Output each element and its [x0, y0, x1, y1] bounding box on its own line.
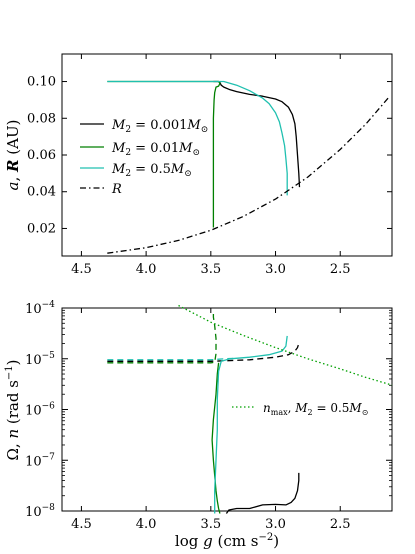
- bottom-x-tick-label: 3.0: [265, 517, 286, 532]
- top-y-ticks: 0.02 0.04 0.06 0.08 0.10: [27, 75, 392, 236]
- top-y-tick-label: 0.06: [27, 148, 56, 163]
- bottom-series-line-4: [214, 335, 288, 514]
- bottom-series-group: [107, 304, 393, 514]
- bottom-y-axis-label: Ω, n (rad s−1): [4, 359, 22, 460]
- bottom-y-tick-label: 10−8: [25, 503, 55, 520]
- legend-label-m001: M2 = 0.001M⊙: [111, 118, 208, 135]
- bottom-x-tick-label: 4.5: [71, 517, 92, 532]
- top-y-tick-label: 0.08: [27, 111, 56, 126]
- bottom-series-line-5: [107, 357, 237, 361]
- bottom-series-line-2: [211, 362, 221, 514]
- top-x-tick-label: 4.0: [136, 262, 157, 277]
- bottom-x-tick-label: 3.5: [200, 517, 221, 532]
- top-y-tick-label: 0.04: [27, 185, 56, 200]
- top-series-line-2: [107, 80, 288, 196]
- bottom-series-line-6: [178, 304, 393, 386]
- bottom-y-tick-label: 10−6: [25, 402, 55, 419]
- top-series-group: [107, 80, 389, 254]
- top-x-tick-label: 2.5: [330, 262, 351, 277]
- top-x-tick-label: 3.0: [265, 262, 286, 277]
- bottom-x-tick-label: 2.5: [330, 517, 351, 532]
- bottom-y-ticks: 10−8 10−7 10−6 10−5 10−4: [25, 300, 392, 520]
- top-x-tick-label: 3.5: [200, 262, 221, 277]
- top-panel: 4.5 4.0 3.5 3.0 2.5 0.02 0.04 0.06 0.08 0.10 a, …: [4, 53, 393, 277]
- bottom-x-axis-label: log g (cm s−2): [175, 532, 279, 550]
- bottom-legend: nmax, M2 = 0.5M⊙: [232, 401, 368, 417]
- top-y-tick-label: 0.02: [27, 221, 56, 236]
- bottom-y-tick-label: 10−4: [25, 300, 55, 317]
- top-y-tick-label: 0.10: [27, 75, 56, 90]
- top-series-line-3: [107, 97, 389, 254]
- top-legend: M2 = 0.001M⊙ M2 = 0.01M⊙ M2 = 0.5M⊙ R: [80, 118, 208, 197]
- bottom-series-line-1: [107, 343, 300, 362]
- legend-label-m05: M2 = 0.5M⊙: [111, 162, 192, 179]
- bottom-series-line-3: [107, 310, 217, 364]
- legend-label-m01: M2 = 0.01M⊙: [111, 141, 200, 158]
- top-x-tick-label: 4.5: [71, 262, 92, 277]
- top-y-axis-label: a, R (AU): [4, 120, 22, 191]
- legend-label-r: R: [111, 182, 122, 197]
- top-x-ticks: 4.5 4.0 3.5 3.0 2.5: [71, 54, 351, 277]
- bottom-y-tick-label: 10−5: [25, 351, 55, 368]
- bottom-x-ticks: 4.5 4.0 3.5 3.0 2.5: [71, 308, 351, 532]
- bottom-x-tick-label: 4.0: [136, 517, 157, 532]
- bottom-y-tick-label: 10−7: [25, 452, 55, 469]
- legend-label-nmax: nmax, M2 = 0.5M⊙: [263, 401, 368, 417]
- bottom-series-line-0: [225, 472, 300, 514]
- bottom-panel: 4.5 4.0 3.5 3.0 2.5 10−8 10−7 10−6 10−5 10−4 Ω, …: [4, 300, 393, 550]
